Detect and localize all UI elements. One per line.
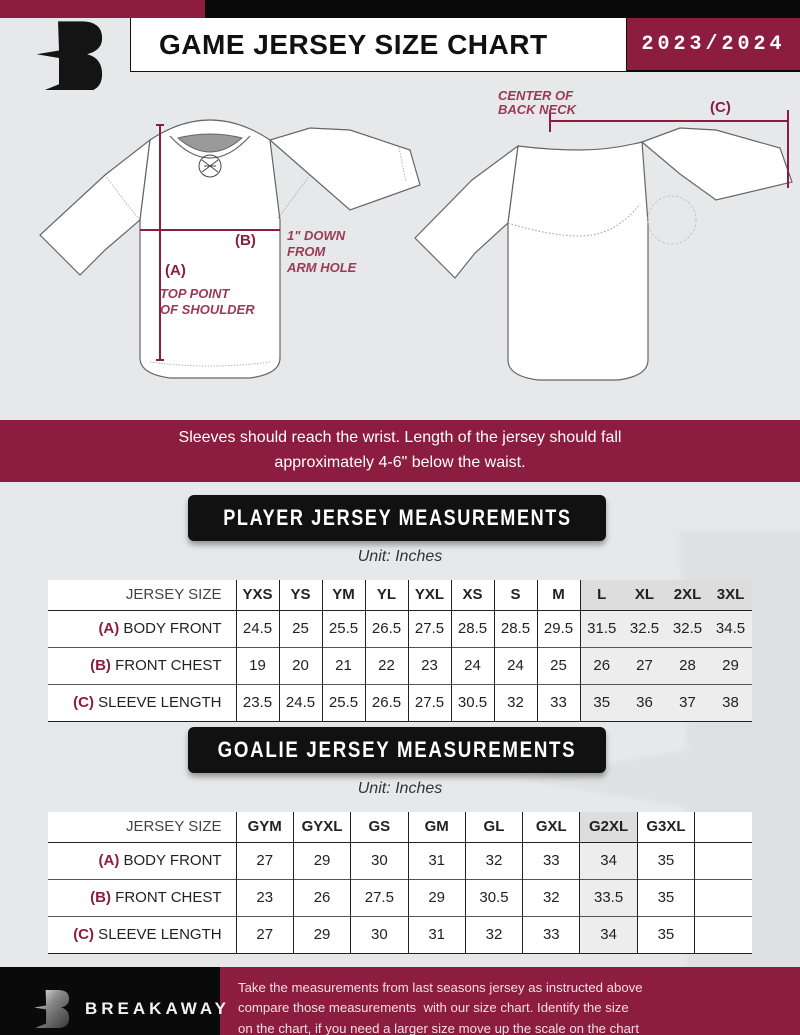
svg-text:1" DOWN: 1" DOWN (287, 228, 346, 243)
svg-text:FROM: FROM (287, 244, 326, 259)
svg-text:ARM HOLE: ARM HOLE (286, 260, 357, 275)
svg-text:(C): (C) (710, 99, 731, 116)
svg-text:(A): (A) (165, 262, 186, 279)
svg-text:TOP POINT: TOP POINT (160, 286, 230, 301)
svg-text:OF SHOULDER: OF SHOULDER (160, 302, 255, 317)
svg-text:(B): (B) (235, 232, 256, 249)
svg-text:BACK NECK: BACK NECK (498, 102, 578, 117)
